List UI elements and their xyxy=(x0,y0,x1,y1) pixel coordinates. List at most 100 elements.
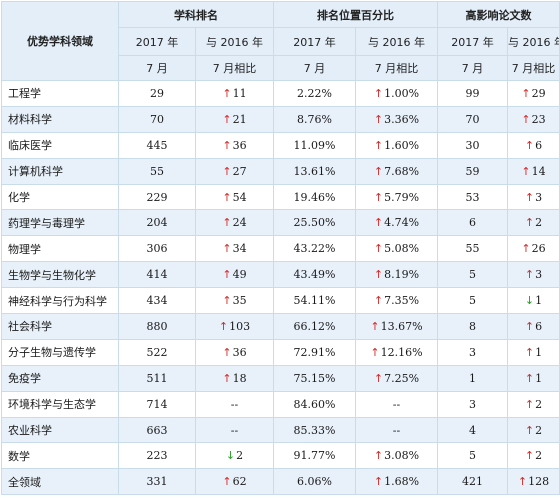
papers-cell: 30 xyxy=(437,131,508,159)
arrow-up-icon: ↑ xyxy=(524,397,535,411)
papers-change-cell: ↑3 xyxy=(507,261,560,289)
rank-cell-text: 70 xyxy=(150,112,164,126)
rank-cell-text: 223 xyxy=(146,449,168,463)
percentile-cell: 13.61% xyxy=(273,157,356,185)
papers-cell: 70 xyxy=(437,105,508,133)
rank-cell: 331 xyxy=(118,468,196,496)
percentile-cell: 84.60% xyxy=(273,390,356,418)
percentile-group-header: 排名位置百分比 xyxy=(273,1,438,28)
arrow-down-icon: ↓ xyxy=(225,449,236,463)
field-cell-text: 免疫学 xyxy=(8,372,41,386)
percentile-change-cell: ↑5.79% xyxy=(355,183,438,211)
papers-cell-text: 55 xyxy=(465,242,480,256)
subheader-line2: 7 月 xyxy=(437,55,508,81)
papers-change-cell: ↑2 xyxy=(507,442,560,470)
arrow-up-icon: ↑ xyxy=(373,164,384,178)
table-row: 材料科学 70 ↑21 8.76% ↑3.36% 70 ↑23 xyxy=(1,105,560,133)
rank-cell-text: 55 xyxy=(150,164,164,178)
percentile-cell: 43.22% xyxy=(273,235,356,263)
arrow-up-icon: ↑ xyxy=(524,138,535,152)
percentile-change-cell: ↑13.67% xyxy=(355,313,438,340)
percentile-cell: 75.15% xyxy=(273,364,356,392)
percentile-cell: 43.49% xyxy=(273,261,356,289)
rank-change-cell: ↑62 xyxy=(195,468,274,496)
papers-change-cell: ↑1 xyxy=(507,364,560,392)
papers-cell-text: 1 xyxy=(469,371,476,385)
arrow-up-icon: ↑ xyxy=(373,268,384,282)
rank-change-cell-value: 103 xyxy=(229,319,251,333)
percentile-cell-text: 66.12% xyxy=(293,319,336,333)
rank-cell: 223 xyxy=(118,442,196,470)
rank-change-cell-value: 27 xyxy=(232,164,247,178)
rank-cell: 55 xyxy=(118,157,196,185)
percentile-change-cell-value: 1.68% xyxy=(384,475,420,489)
rank-cell-text: 663 xyxy=(146,423,168,437)
rank-cell: 445 xyxy=(118,131,196,159)
rank-cell: 511 xyxy=(118,364,196,392)
arrow-up-icon: ↑ xyxy=(524,190,535,204)
papers-change-cell: ↑2 xyxy=(507,390,560,418)
table-row: 社会科学 880 ↑103 66.12% ↑13.67% 8 ↑6 xyxy=(1,313,560,340)
papers-cell: 59 xyxy=(437,157,508,185)
papers-change-cell: ↑26 xyxy=(507,235,560,263)
rank-change-cell: ↓2 xyxy=(195,442,274,470)
rank-change-cell-value: 2 xyxy=(236,449,244,463)
field-cell: 免疫学 xyxy=(1,364,119,392)
percentile-change-cell-value: 7.35% xyxy=(384,294,420,308)
rank-cell: 880 xyxy=(118,313,196,340)
arrow-up-icon: ↑ xyxy=(373,190,384,204)
rank-change-cell: ↑54 xyxy=(195,183,274,211)
percentile-cell: 54.11% xyxy=(273,287,356,315)
arrow-up-icon: ↑ xyxy=(524,268,535,282)
field-cell: 计算机科学 xyxy=(1,157,119,185)
papers-cell: 8 xyxy=(437,313,508,340)
arrow-up-icon: ↑ xyxy=(222,345,232,359)
percentile-change-cell-value: -- xyxy=(392,423,401,437)
percentile-cell: 8.76% xyxy=(273,105,356,133)
rank-change-cell: ↑36 xyxy=(195,131,274,159)
subheader-line2: 7 月相比 xyxy=(507,55,560,81)
field-column-header: 优势学科领域 xyxy=(1,1,119,81)
percentile-cell: 19.46% xyxy=(273,183,356,211)
papers-change-cell-value: 128 xyxy=(528,475,550,489)
papers-change-cell: ↑6 xyxy=(507,131,560,159)
papers-cell-text: 3 xyxy=(469,397,476,411)
percentile-cell-text: 11.09% xyxy=(293,138,336,152)
papers-change-cell-value: 6 xyxy=(535,138,543,152)
papers-cell: 4 xyxy=(437,416,508,444)
papers-cell-text: 53 xyxy=(465,190,480,204)
rank-cell: 714 xyxy=(118,390,196,418)
field-cell: 分子生物与遗传学 xyxy=(1,338,119,366)
papers-change-cell-value: 14 xyxy=(531,164,546,178)
arrow-up-icon: ↑ xyxy=(222,138,232,152)
field-cell-text: 环境科学与生态学 xyxy=(8,398,96,412)
table-row: 临床医学 445 ↑36 11.09% ↑1.60% 30 ↑6 xyxy=(1,131,560,159)
arrow-up-icon: ↑ xyxy=(370,345,380,359)
percentile-change-cell: ↑7.25% xyxy=(355,364,438,392)
percentile-change-cell: ↑3.08% xyxy=(355,442,438,470)
percentile-change-cell: ↑12.16% xyxy=(355,338,438,366)
subheader-line1: 与 2016 年 xyxy=(195,27,274,56)
rank-change-cell-value: 62 xyxy=(232,475,247,489)
percentile-cell-text: 75.15% xyxy=(293,371,336,385)
papers-change-cell-value: 2 xyxy=(535,397,543,411)
papers-cell-text: 421 xyxy=(462,475,483,489)
rank-cell-text: 434 xyxy=(146,294,168,308)
percentile-change-cell-value: 5.79% xyxy=(384,190,420,204)
papers-cell: 421 xyxy=(437,468,508,496)
percentile-cell-text: 2.22% xyxy=(297,86,332,100)
field-cell-text: 生物学与生物化学 xyxy=(8,268,96,282)
arrow-up-icon: ↑ xyxy=(373,112,384,126)
percentile-change-cell-value: 3.08% xyxy=(384,449,420,463)
papers-cell-text: 6 xyxy=(469,216,476,230)
field-cell: 社会科学 xyxy=(1,313,119,340)
rank-change-cell: ↑35 xyxy=(195,287,274,315)
percentile-cell: 2.22% xyxy=(273,80,356,107)
papers-change-cell: ↑23 xyxy=(507,105,560,133)
papers-change-cell-value: 6 xyxy=(535,319,543,333)
percentile-change-cell-value: 5.08% xyxy=(384,242,420,256)
table-row: 环境科学与生态学 714 -- 84.60% -- 3 ↑2 xyxy=(1,390,560,418)
papers-change-cell-value: 29 xyxy=(531,86,546,100)
papers-cell-text: 5 xyxy=(469,449,476,463)
papers-cell: 5 xyxy=(437,442,508,470)
